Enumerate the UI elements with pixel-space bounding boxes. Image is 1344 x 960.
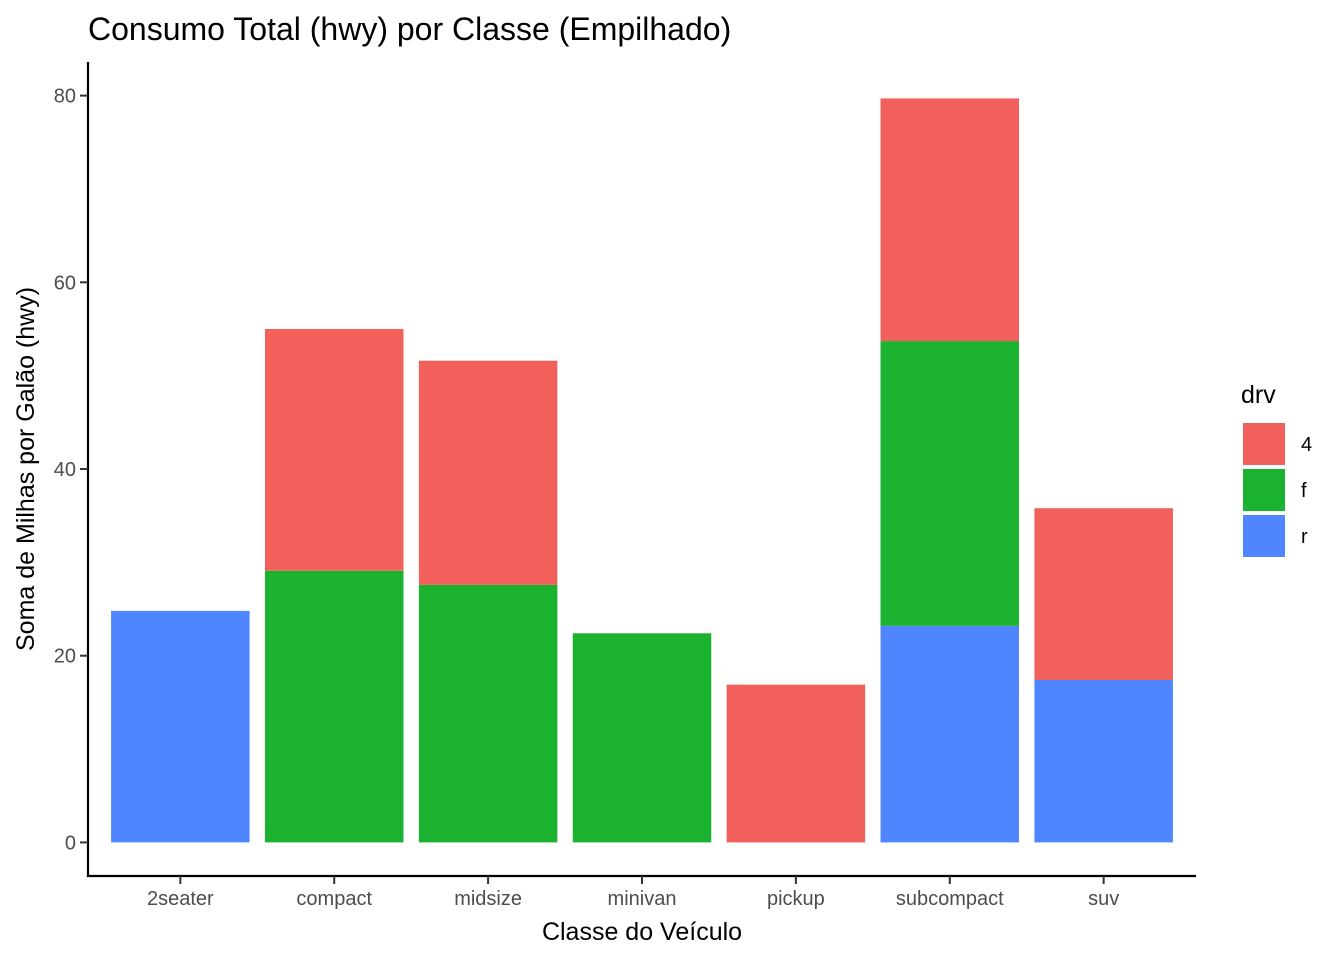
bar-compact-f: [264, 570, 404, 843]
y-tick-label: 40: [54, 459, 76, 481]
bar-subcompact-r: [880, 625, 1020, 843]
y-axis-ticks: 0 20 40 60 80: [54, 86, 88, 854]
legend-label-r: r: [1301, 526, 1308, 548]
x-tick-label: compact: [296, 888, 372, 910]
y-tick-label: 0: [65, 832, 76, 854]
x-tick-label: midsize: [454, 888, 522, 910]
legend-swatch-f: [1243, 469, 1285, 511]
x-tick-label: 2seater: [147, 888, 214, 910]
bar-midsize-f: [418, 584, 558, 843]
x-tick-label: minivan: [608, 888, 677, 910]
bar-subcompact-f: [880, 341, 1020, 626]
chart-title: Consumo Total (hwy) por Classe (Empilhad…: [88, 11, 731, 47]
legend-title: drv: [1241, 381, 1276, 409]
legend-swatch-4: [1243, 423, 1285, 465]
y-tick-label: 80: [54, 86, 76, 108]
x-axis-title: Classe do Veículo: [542, 918, 742, 946]
legend-swatch-r: [1243, 515, 1285, 557]
y-tick-label: 60: [54, 272, 76, 294]
bar-minivan-f: [572, 633, 712, 843]
x-tick-label: pickup: [767, 888, 825, 910]
bar-compact-4: [264, 328, 404, 571]
legend: drv 4 f r: [1241, 381, 1312, 557]
bar-2seater-r: [111, 610, 250, 843]
bar-midsize-4: [418, 360, 558, 585]
x-tick-label: suv: [1088, 888, 1119, 910]
legend-label-4: 4: [1301, 434, 1312, 456]
bar-suv-4: [1034, 508, 1173, 680]
bar-pickup-4: [726, 684, 866, 843]
bar-suv-r: [1034, 679, 1173, 843]
y-axis-title: Soma de Milhas por Galão (hwy): [12, 287, 40, 651]
legend-label-f: f: [1301, 480, 1307, 502]
x-tick-label: subcompact: [896, 888, 1004, 910]
bar-subcompact-4: [880, 98, 1020, 342]
y-tick-label: 20: [54, 646, 76, 668]
bars-layer: [111, 98, 1173, 843]
x-axis-ticks: 2seater compact midsize minivan pickup subcom…: [147, 876, 1119, 910]
